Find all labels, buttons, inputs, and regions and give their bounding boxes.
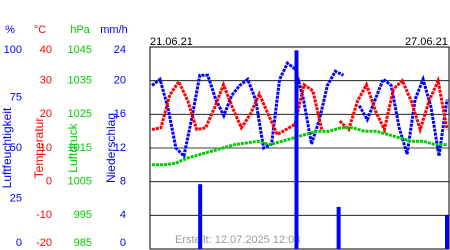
y-tick-label: 20 (114, 75, 126, 87)
series-line (151, 75, 449, 137)
y-tick-label: 75 (10, 91, 22, 103)
axis-unit: % (5, 24, 15, 36)
y-tick-label: 0 (120, 237, 126, 249)
y-tick-label: 995 (74, 209, 92, 221)
date-label: 21.06.21 (150, 36, 193, 48)
rain-bar (198, 184, 203, 249)
y-tick-label: 10 (40, 142, 52, 154)
axis-unit: hPa (70, 24, 90, 36)
y-tick-label: 1005 (68, 176, 92, 188)
y-tick-label: 100 (4, 44, 22, 56)
y-tick-label: 8 (120, 176, 126, 188)
y-tick-label: 0 (46, 176, 52, 188)
y-tick-label: 985 (74, 237, 92, 249)
axis-unit: °C (34, 24, 46, 36)
rain-bar (294, 50, 299, 249)
y-tick-label: 1035 (68, 75, 92, 87)
y-tick-label: 24 (114, 44, 126, 56)
y-tick-label: 30 (40, 75, 52, 87)
y-tick-label: -10 (36, 209, 52, 221)
date-label: 27.06.21 (405, 36, 448, 48)
axis-label: Temperatur (32, 118, 46, 179)
y-tick-label: 12 (114, 142, 126, 154)
rain-bar (445, 215, 449, 249)
y-tick-label: 40 (40, 44, 52, 56)
y-tick-label: -20 (36, 237, 52, 249)
y-tick-label: 50 (10, 142, 22, 154)
y-tick-label: 20 (40, 108, 52, 120)
y-tick-label: 1045 (68, 44, 92, 56)
axis-label: Niederschlag (104, 113, 118, 183)
y-tick-label: 1025 (68, 108, 92, 120)
y-tick-label: 1015 (68, 142, 92, 154)
y-tick-label: 4 (120, 209, 126, 221)
y-tick-label: 16 (114, 108, 126, 120)
y-tick-label: 25 (10, 192, 22, 204)
axis-unit: mm/h (100, 24, 128, 36)
series-line (152, 126, 447, 167)
axis-label: Luftfeuchtigkeit (0, 107, 14, 188)
y-tick-label: 0 (16, 237, 22, 249)
axis-label: Luftdruck (66, 122, 80, 172)
rain-bar (336, 206, 341, 249)
annotation: Erstellt: 12.07.2025 12:03 (175, 234, 300, 246)
